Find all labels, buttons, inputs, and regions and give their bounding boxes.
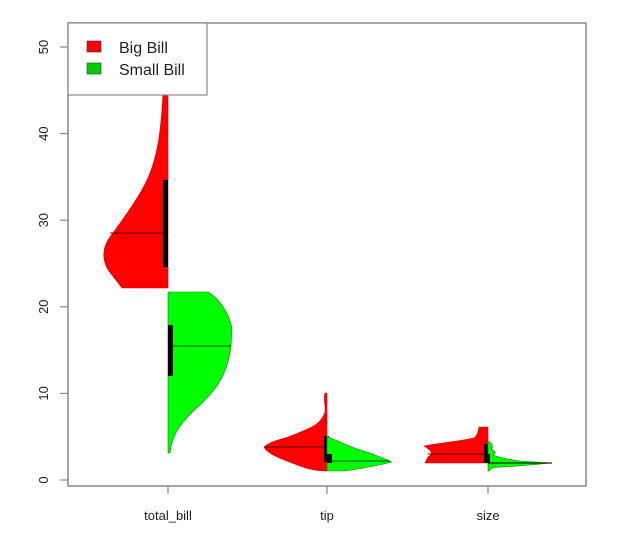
iqr-bar (484, 444, 489, 463)
x-tick-label-total-bill: total_bill (144, 508, 192, 523)
legend-swatch-big-bill (86, 40, 102, 53)
iqr-bar (324, 436, 329, 462)
violin-total-bill (103, 93, 233, 454)
violin-big-bill-total-bill (103, 93, 169, 289)
iqr-bar (163, 180, 168, 267)
violin-big-bill-tip (263, 392, 328, 472)
y-tick-label: 0 (36, 476, 51, 483)
iqr-bar (327, 454, 332, 463)
y-axis: 0 10 20 30 40 50 (36, 40, 68, 484)
legend-swatch-small-bill (86, 62, 102, 75)
legend-label-small-bill: Small Bill (119, 62, 185, 79)
y-tick-label: 30 (36, 213, 51, 227)
violin-small-bill-tip (326, 435, 393, 472)
legend-box (67, 22, 208, 96)
violin-size (423, 426, 553, 472)
y-tick-label: 40 (36, 126, 51, 140)
violin-small-bill-size (487, 440, 553, 472)
legend: Big Bill Small Bill (67, 22, 208, 96)
x-tick-label-tip: tip (320, 508, 334, 523)
y-tick-label: 20 (36, 300, 51, 314)
legend-label-big-bill: Big Bill (119, 40, 168, 57)
x-axis: total_bill tip size (144, 486, 500, 523)
violin-tip (263, 392, 393, 472)
y-tick-label: 50 (36, 40, 51, 54)
violin-small-bill-total-bill (167, 291, 233, 454)
y-tick-label: 10 (36, 386, 51, 400)
violin-big-bill-size (423, 426, 489, 464)
x-tick-label-size: size (476, 508, 499, 523)
iqr-bar (488, 454, 490, 463)
iqr-bar (168, 325, 173, 376)
